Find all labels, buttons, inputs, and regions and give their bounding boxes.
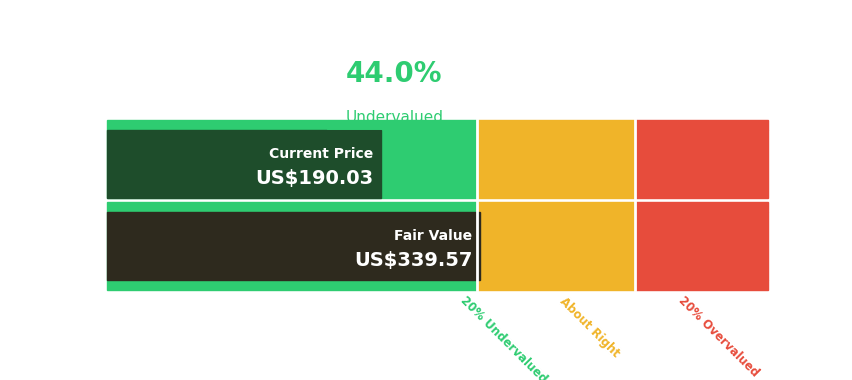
Bar xyxy=(106,130,381,198)
Bar xyxy=(635,212,767,280)
Bar xyxy=(106,120,476,130)
Text: Undervalued: Undervalued xyxy=(345,110,443,125)
Bar xyxy=(635,280,767,290)
Bar xyxy=(635,120,767,130)
Bar xyxy=(635,202,767,212)
Bar xyxy=(106,212,480,280)
Bar xyxy=(106,202,476,212)
Bar xyxy=(476,280,635,290)
Bar xyxy=(476,202,635,212)
Text: 44.0%: 44.0% xyxy=(346,60,442,88)
Bar xyxy=(106,280,476,290)
Text: US$339.57: US$339.57 xyxy=(354,251,472,270)
Bar xyxy=(476,120,635,130)
Text: 20% Overvalued: 20% Overvalued xyxy=(675,294,761,380)
Text: Fair Value: Fair Value xyxy=(394,229,472,243)
Text: US$190.03: US$190.03 xyxy=(255,169,372,188)
Text: 20% Undervalued: 20% Undervalued xyxy=(458,294,549,380)
Bar xyxy=(476,130,635,198)
Text: About Right: About Right xyxy=(556,294,621,359)
Bar xyxy=(106,212,476,280)
Text: Current Price: Current Price xyxy=(268,147,372,161)
Bar xyxy=(635,130,767,198)
Bar xyxy=(106,130,476,198)
Bar xyxy=(476,212,635,280)
